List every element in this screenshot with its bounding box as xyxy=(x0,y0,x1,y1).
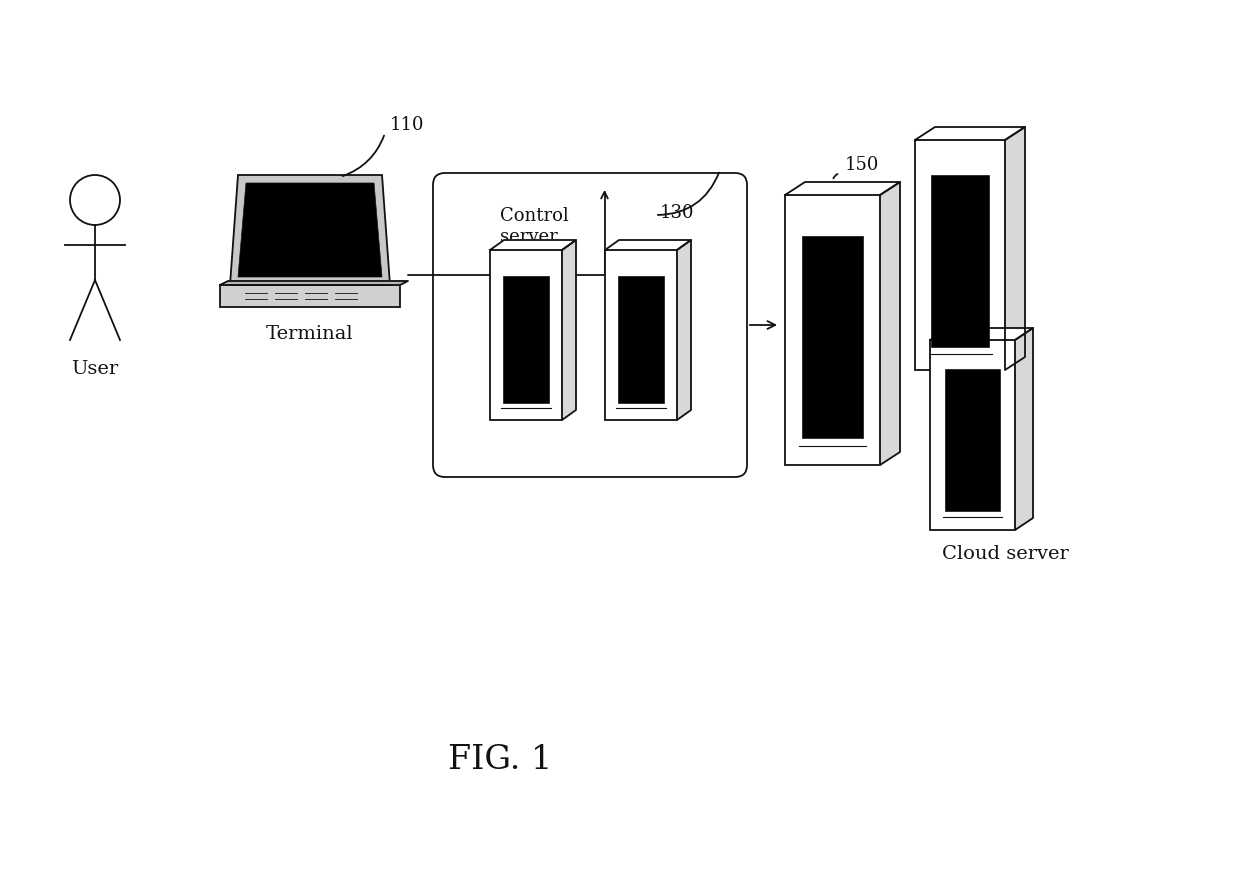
Polygon shape xyxy=(605,240,691,250)
Polygon shape xyxy=(677,240,691,420)
Polygon shape xyxy=(562,240,577,420)
Bar xyxy=(802,236,863,438)
Polygon shape xyxy=(219,281,408,285)
Bar xyxy=(490,250,562,420)
Polygon shape xyxy=(238,183,382,277)
Polygon shape xyxy=(1016,328,1033,530)
Polygon shape xyxy=(785,182,900,195)
Polygon shape xyxy=(229,175,391,285)
Bar xyxy=(219,285,401,307)
Polygon shape xyxy=(490,240,577,250)
Bar xyxy=(931,174,988,347)
Bar xyxy=(503,276,549,403)
Bar xyxy=(930,340,1016,530)
Bar xyxy=(945,369,999,511)
Text: 110: 110 xyxy=(391,116,424,134)
Bar xyxy=(618,276,665,403)
FancyBboxPatch shape xyxy=(433,173,746,477)
Bar xyxy=(915,140,1004,370)
Text: FIG. 1: FIG. 1 xyxy=(448,744,552,776)
Polygon shape xyxy=(880,182,900,465)
Text: 150: 150 xyxy=(844,156,879,174)
Text: User: User xyxy=(72,360,119,378)
Text: Cloud server: Cloud server xyxy=(941,545,1069,563)
Text: Terminal: Terminal xyxy=(267,325,353,343)
Polygon shape xyxy=(915,127,1025,140)
Text: Control
server: Control server xyxy=(500,207,569,245)
Bar xyxy=(785,195,880,465)
Bar xyxy=(605,250,677,420)
Text: 130: 130 xyxy=(660,204,694,222)
Polygon shape xyxy=(930,328,1033,340)
Polygon shape xyxy=(1004,127,1025,370)
